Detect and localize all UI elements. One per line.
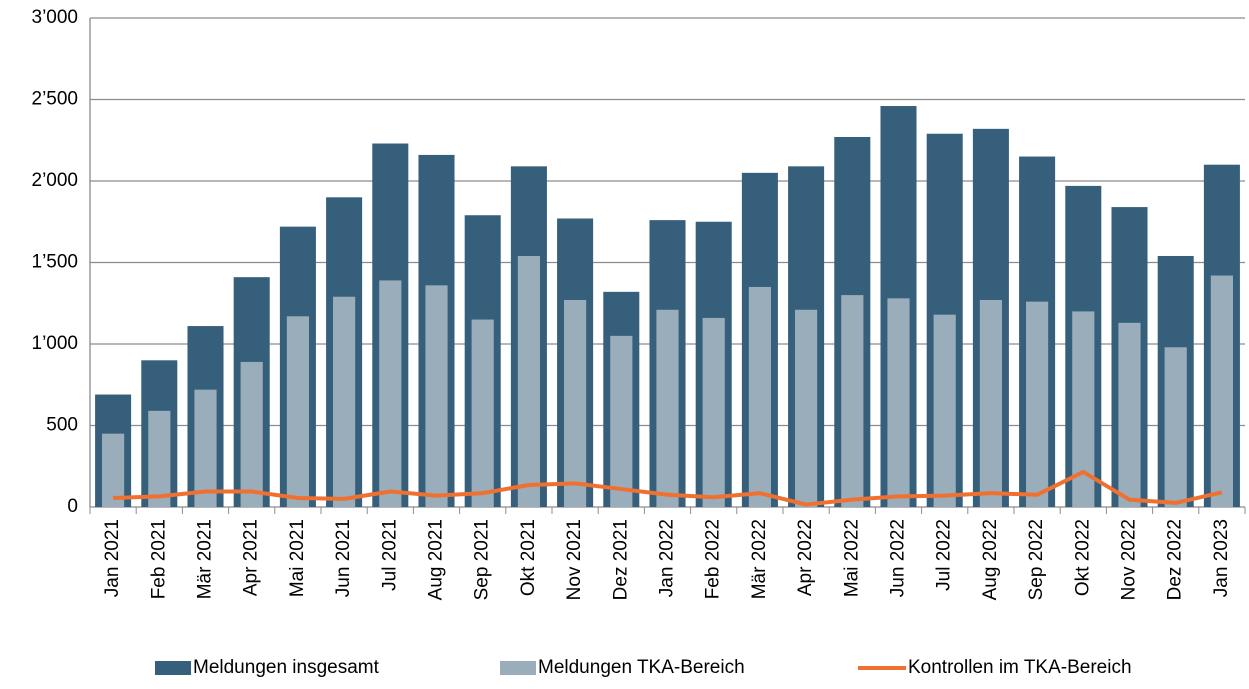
- bar: [979, 299, 1002, 507]
- x-tick-label: Nov 2021: [564, 519, 585, 600]
- legend-swatch: [155, 661, 191, 675]
- legend-label: Meldungen TKA-Bereich: [538, 657, 745, 678]
- x-tick-label: Nov 2022: [1119, 519, 1140, 600]
- bar: [1210, 275, 1233, 507]
- bar: [194, 389, 217, 507]
- bar: [102, 433, 125, 507]
- bar: [610, 335, 633, 507]
- x-tick-label: Apr 2022: [795, 519, 816, 596]
- bar: [379, 280, 402, 507]
- x-tick-label: Okt 2021: [518, 519, 539, 596]
- x-tick-label: Mär 2022: [749, 519, 770, 599]
- bar: [887, 298, 910, 507]
- x-tick-label: Feb 2021: [148, 519, 169, 599]
- bar: [286, 316, 309, 507]
- x-tick-label: Okt 2022: [1072, 519, 1093, 596]
- x-tick-label: Mai 2021: [287, 519, 308, 597]
- x-tick-label: Dez 2022: [1165, 519, 1186, 600]
- y-tick-label: 2’000: [32, 170, 79, 191]
- x-tick-label: Sep 2021: [472, 519, 493, 600]
- x-tick-label: Jul 2022: [934, 519, 955, 591]
- y-tick-label: 1’500: [32, 252, 79, 273]
- x-tick-label: Dez 2021: [610, 519, 631, 600]
- x-tick-label: Jun 2022: [888, 519, 909, 597]
- legend-swatch: [500, 661, 536, 675]
- bar: [425, 285, 448, 507]
- bar: [1072, 311, 1095, 507]
- bar: [1164, 347, 1187, 507]
- y-tick-label: 0: [67, 496, 78, 517]
- legend-label: Meldungen insgesamt: [193, 657, 380, 678]
- x-tick-label: Mär 2021: [195, 519, 216, 599]
- bar: [1026, 301, 1049, 507]
- x-tick-label: Mai 2022: [841, 519, 862, 597]
- x-tick-label: Apr 2021: [241, 519, 262, 596]
- bar: [564, 299, 587, 507]
- x-tick-label: Jan 2022: [657, 519, 678, 597]
- x-tick-label: Feb 2022: [703, 519, 724, 599]
- x-tick-label: Sep 2022: [1026, 519, 1047, 600]
- y-tick-label: 3’000: [32, 7, 79, 28]
- x-tick-label: Jan 2021: [102, 519, 123, 597]
- x-tick-label: Aug 2021: [426, 519, 447, 600]
- y-tick-label: 500: [46, 415, 78, 436]
- bar: [517, 255, 540, 507]
- legend-label: Kontrollen im TKA-Bereich: [908, 657, 1132, 678]
- bar: [240, 361, 263, 507]
- line: [113, 469, 1223, 507]
- bar: [795, 309, 818, 507]
- x-tick-label: Aug 2022: [980, 519, 1001, 600]
- x-tick-label: Jun 2021: [333, 519, 354, 597]
- x-tick-label: Jan 2023: [1211, 519, 1232, 597]
- bar: [1118, 322, 1141, 507]
- bar: [841, 295, 864, 507]
- bar: [748, 286, 771, 507]
- x-tick-label: Jul 2021: [379, 519, 400, 591]
- y-tick-label: 1’000: [32, 333, 79, 354]
- bar: [702, 317, 725, 507]
- bar: [148, 410, 171, 507]
- bar: [933, 314, 956, 507]
- bar: [333, 296, 356, 507]
- bar: [656, 309, 679, 507]
- y-tick-label: 2’500: [32, 89, 79, 110]
- bar: [471, 319, 494, 507]
